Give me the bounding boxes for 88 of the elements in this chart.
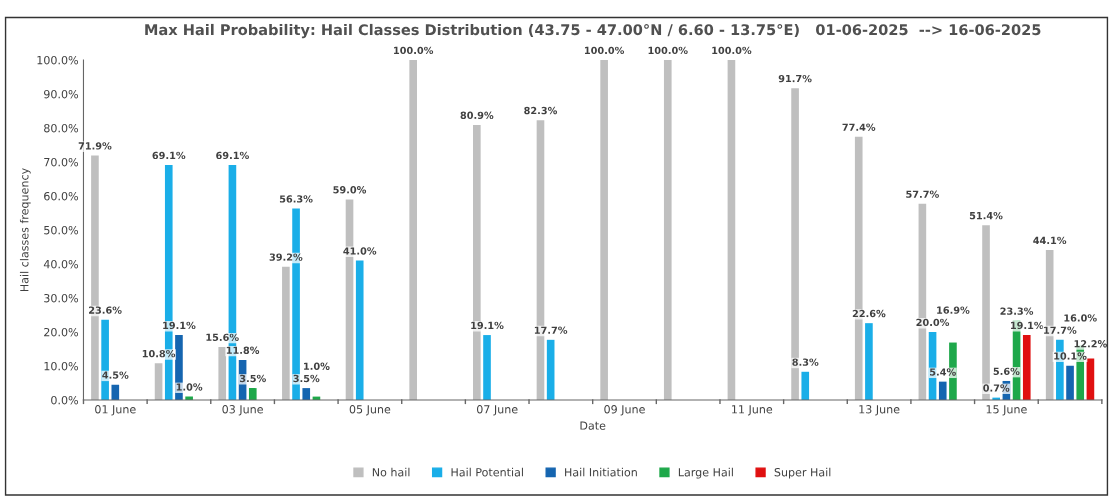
- x-tick-label: 07 June: [477, 405, 518, 416]
- y-tick-label: 0.0%: [51, 395, 78, 405]
- data-label: 17.7%: [1044, 326, 1077, 334]
- chart-title: Max Hail Probability: Hail Classes Distribution (43.75 - 47.00°N / 6.60 - 13.75°E) 01-06-2025 --> 16-06-2025: [145, 23, 1041, 39]
- bar: [727, 60, 736, 400]
- data-label: 39.2%: [269, 253, 303, 261]
- data-label: 100.0%: [648, 46, 688, 55]
- data-label: 51.4%: [969, 211, 1003, 220]
- data-label: 41.0%: [343, 247, 377, 255]
- y-tick-label: 70.0%: [44, 157, 78, 167]
- y-axis-title: Hail classes frequency: [19, 168, 31, 292]
- y-tick-label: 80.0%: [44, 123, 78, 133]
- data-label: 3.5%: [293, 374, 320, 383]
- x-tick-label: 09 June: [604, 405, 645, 416]
- bar: [248, 388, 257, 400]
- data-label: 100.0%: [584, 46, 625, 55]
- y-tick-label: 20.0%: [44, 327, 78, 337]
- data-label: 71.9%: [78, 142, 112, 150]
- data-label: 22.6%: [852, 309, 886, 318]
- y-tick-label: 40.0%: [43, 259, 78, 269]
- x-axis-title: Date: [580, 421, 606, 430]
- data-label: 69.1%: [216, 151, 249, 160]
- data-label: 0.7%: [983, 384, 1010, 392]
- data-label: 82.3%: [524, 106, 558, 115]
- y-tick-label: 60.0%: [44, 191, 78, 201]
- bar: [865, 323, 873, 400]
- bar: [154, 363, 163, 400]
- data-label: 77.4%: [842, 123, 876, 131]
- data-label: 10.8%: [142, 349, 176, 358]
- data-label: 80.9%: [460, 111, 494, 119]
- data-label: 10.1%: [1054, 352, 1087, 360]
- data-label: 3.5%: [239, 374, 266, 383]
- bar: [663, 60, 672, 400]
- data-label: 100.0%: [394, 46, 434, 55]
- data-label: 19.1%: [163, 321, 196, 330]
- bar: [355, 260, 364, 400]
- data-label: 69.1%: [152, 151, 186, 160]
- data-label: 91.7%: [778, 74, 812, 83]
- y-tick-label: 50.0%: [44, 225, 78, 235]
- data-label: 5.4%: [930, 368, 956, 376]
- data-label: 17.7%: [534, 326, 568, 334]
- bar: [111, 384, 120, 400]
- legend-label: Hail Potential: [451, 467, 523, 477]
- bar: [1066, 365, 1074, 400]
- data-label: 16.0%: [1064, 314, 1097, 322]
- legend-label: No hail: [372, 467, 410, 477]
- data-label: 100.0%: [712, 46, 752, 55]
- data-label: 12.2%: [1074, 340, 1107, 348]
- data-label: 56.3%: [279, 195, 313, 203]
- data-label: 4.5%: [102, 371, 129, 379]
- bar: [546, 339, 555, 400]
- data-label: 5.6%: [993, 367, 1020, 375]
- y-tick-label: 30.0%: [44, 293, 78, 303]
- x-tick-label: 15 June: [986, 405, 1027, 416]
- legend-label: Hail Initiation: [565, 467, 637, 477]
- data-label: 23.6%: [89, 306, 122, 314]
- data-label: 57.7%: [906, 190, 939, 198]
- y-tick-label: 100.0%: [37, 55, 78, 65]
- x-tick-label: 11 June: [732, 405, 773, 416]
- data-label: 19.1%: [471, 321, 504, 330]
- bar: [409, 60, 417, 400]
- legend-label: Large Hail: [678, 467, 733, 479]
- y-tick-label: 10.0%: [44, 361, 78, 371]
- bar: [938, 381, 947, 400]
- data-label: 8.3%: [792, 358, 819, 366]
- bar: [1022, 335, 1031, 400]
- data-label: 19.1%: [1011, 321, 1044, 330]
- x-tick-label: 01 June: [95, 405, 136, 416]
- bar: [282, 266, 290, 400]
- bar: [483, 335, 491, 400]
- data-label: 59.0%: [333, 186, 367, 194]
- data-label: 44.1%: [1033, 236, 1067, 245]
- x-tick-label: 03 June: [222, 405, 263, 416]
- bar: [600, 60, 608, 400]
- bar: [302, 388, 311, 400]
- data-label: 11.8%: [226, 346, 260, 354]
- data-label: 1.0%: [176, 383, 203, 391]
- data-label: 23.3%: [1000, 307, 1034, 315]
- data-label: 16.9%: [937, 306, 970, 314]
- bar: [801, 371, 810, 400]
- legend-label: Super Hail: [774, 467, 831, 479]
- x-tick-label: 05 June: [349, 405, 391, 416]
- data-label: 15.6%: [206, 333, 239, 341]
- bar: [218, 346, 227, 400]
- data-label: 20.0%: [916, 318, 950, 327]
- x-tick-label: 13 June: [859, 405, 900, 416]
- y-tick-label: 90.0%: [44, 89, 78, 99]
- data-label: 1.0%: [304, 362, 330, 370]
